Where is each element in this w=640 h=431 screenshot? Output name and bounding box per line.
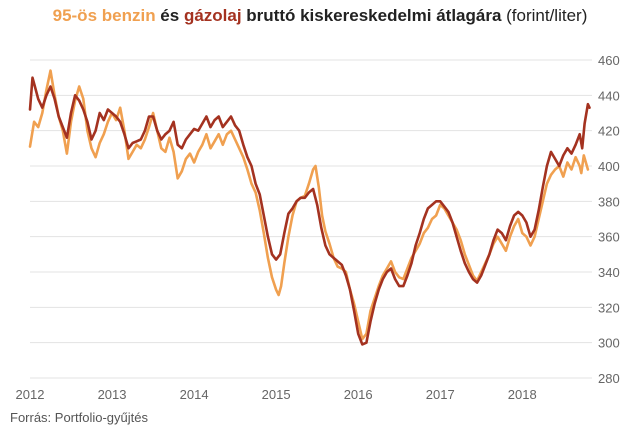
title-gazolaj: gázolaj [183,6,242,25]
y-tick-label: 420 [598,124,620,139]
chart-title: 95-ös benzin és gázolaj bruttó kiskeresk… [0,6,640,26]
series-lines [28,69,591,346]
title-unit: (forint/liter) [501,6,588,25]
y-tick-label: 360 [598,230,620,245]
y-tick-label: 300 [598,336,620,351]
title-benzin: 95-ös benzin [52,6,156,25]
y-tick-label: 280 [598,371,620,386]
x-tick-label: 2018 [508,387,537,402]
y-axis: 280 300 320 340 360 380 400 420 440 460 [598,53,620,386]
gridlines [30,59,592,379]
y-tick-label: 320 [598,300,620,315]
series-line-benzin [28,69,590,341]
y-tick-label: 460 [598,53,620,68]
y-tick-label: 400 [598,159,620,174]
title-description: bruttó kiskereskedelmi átlagára [241,6,502,25]
y-tick-label: 440 [598,88,620,103]
x-tick-label: 2013 [98,387,127,402]
x-axis: 2012 2013 2014 2015 2016 2017 2018 [16,387,537,402]
x-tick-label: 2016 [344,387,373,402]
source-note: Forrás: Portfolio-gyűjtés [10,410,148,425]
x-tick-label: 2017 [426,387,455,402]
y-tick-label: 380 [598,194,620,209]
x-tick-label: 2012 [16,387,45,402]
y-tick-label: 340 [598,265,620,280]
x-tick-label: 2014 [180,387,209,402]
x-tick-label: 2015 [262,387,291,402]
series-line-gazolaj [28,76,591,346]
title-connector: és [155,6,184,25]
